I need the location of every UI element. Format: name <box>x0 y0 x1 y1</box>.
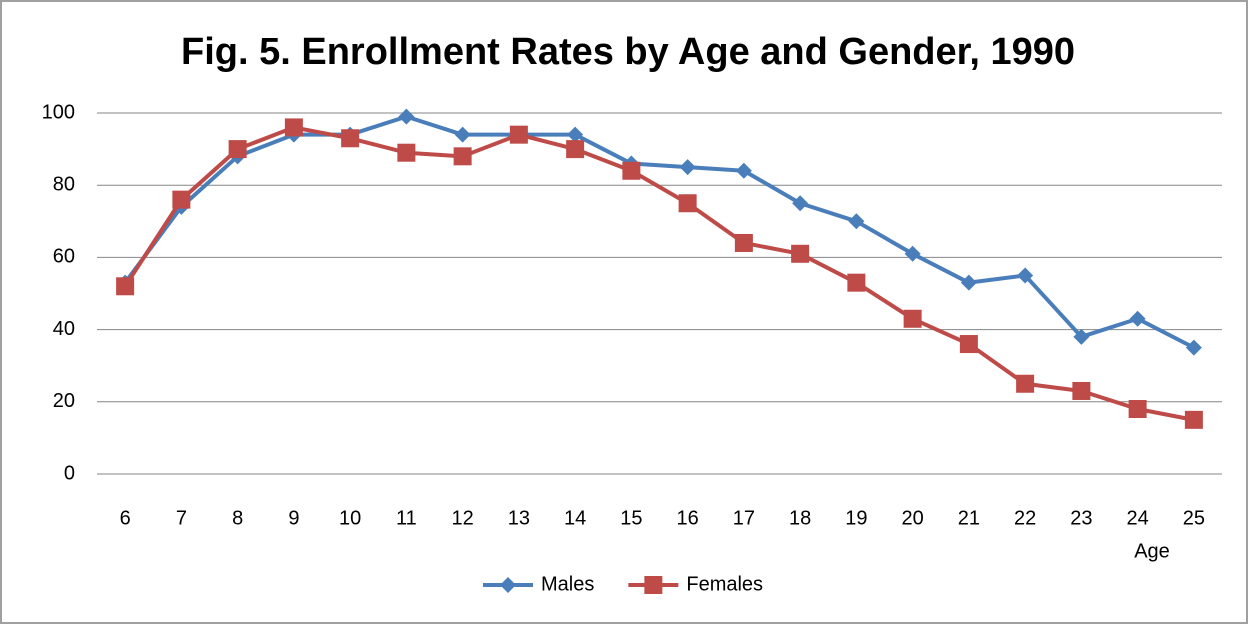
marker <box>792 195 809 212</box>
y-tick-label: 20 <box>53 390 75 412</box>
marker <box>1129 310 1146 327</box>
marker <box>1017 267 1034 284</box>
marker <box>848 213 865 230</box>
x-tick-label: 8 <box>232 507 243 529</box>
marker <box>644 576 663 594</box>
marker <box>453 147 472 166</box>
x-tick-label: 10 <box>339 507 361 529</box>
x-axis-label: Age <box>1134 540 1170 562</box>
series-line <box>123 114 1195 350</box>
marker <box>1185 339 1202 356</box>
x-tick-label: 15 <box>620 507 642 529</box>
x-tick-label: 6 <box>120 507 131 529</box>
marker <box>679 159 696 176</box>
marker <box>1184 410 1203 429</box>
x-tick-label: 14 <box>564 507 586 529</box>
x-tick-label: 17 <box>733 507 755 529</box>
marker <box>172 190 191 209</box>
marker <box>847 273 866 292</box>
marker <box>567 126 584 143</box>
marker <box>959 335 978 354</box>
marker <box>509 125 528 144</box>
marker <box>116 277 135 296</box>
x-tick-label: 11 <box>396 507 417 529</box>
marker <box>228 140 247 159</box>
x-tick-label: 7 <box>176 507 187 529</box>
x-tick-label: 24 <box>1127 507 1149 529</box>
legend-label: Males <box>541 573 594 595</box>
marker <box>678 194 697 213</box>
y-tick-label: 100 <box>42 101 75 123</box>
y-tick-label: 60 <box>53 246 75 268</box>
marker <box>904 245 921 262</box>
x-tick-label: 16 <box>677 507 699 529</box>
y-tick-label: 80 <box>53 173 75 195</box>
y-tick-label: 0 <box>64 462 75 484</box>
marker <box>903 309 922 328</box>
marker <box>1073 328 1090 345</box>
y-tick-label: 40 <box>53 318 75 340</box>
chart-title: Fig. 5. Enrollment Rates by Age and Gend… <box>181 31 1075 73</box>
x-tick-label: 21 <box>958 507 980 529</box>
x-tick-label: 20 <box>902 507 924 529</box>
marker <box>791 244 810 263</box>
marker <box>735 162 752 179</box>
marker <box>960 274 977 291</box>
marker <box>284 118 303 137</box>
legend-label: Females <box>686 573 763 595</box>
marker <box>398 108 415 125</box>
marker <box>1128 400 1147 419</box>
x-tick-label: 9 <box>288 507 299 529</box>
x-tick-label: 25 <box>1183 507 1205 529</box>
marker <box>500 577 516 593</box>
x-tick-label: 19 <box>845 507 867 529</box>
marker <box>734 233 753 252</box>
x-tick-label: 12 <box>452 507 474 529</box>
x-tick-label: 23 <box>1070 507 1092 529</box>
marker <box>566 140 585 159</box>
marker <box>454 126 471 143</box>
x-tick-label: 22 <box>1014 507 1036 529</box>
series-line <box>123 125 1195 422</box>
marker <box>341 129 360 148</box>
marker <box>622 161 641 180</box>
marker <box>1016 374 1035 393</box>
x-tick-label: 18 <box>789 507 811 529</box>
x-tick-label: 13 <box>508 507 530 529</box>
marker <box>1072 381 1091 400</box>
marker <box>397 143 416 162</box>
